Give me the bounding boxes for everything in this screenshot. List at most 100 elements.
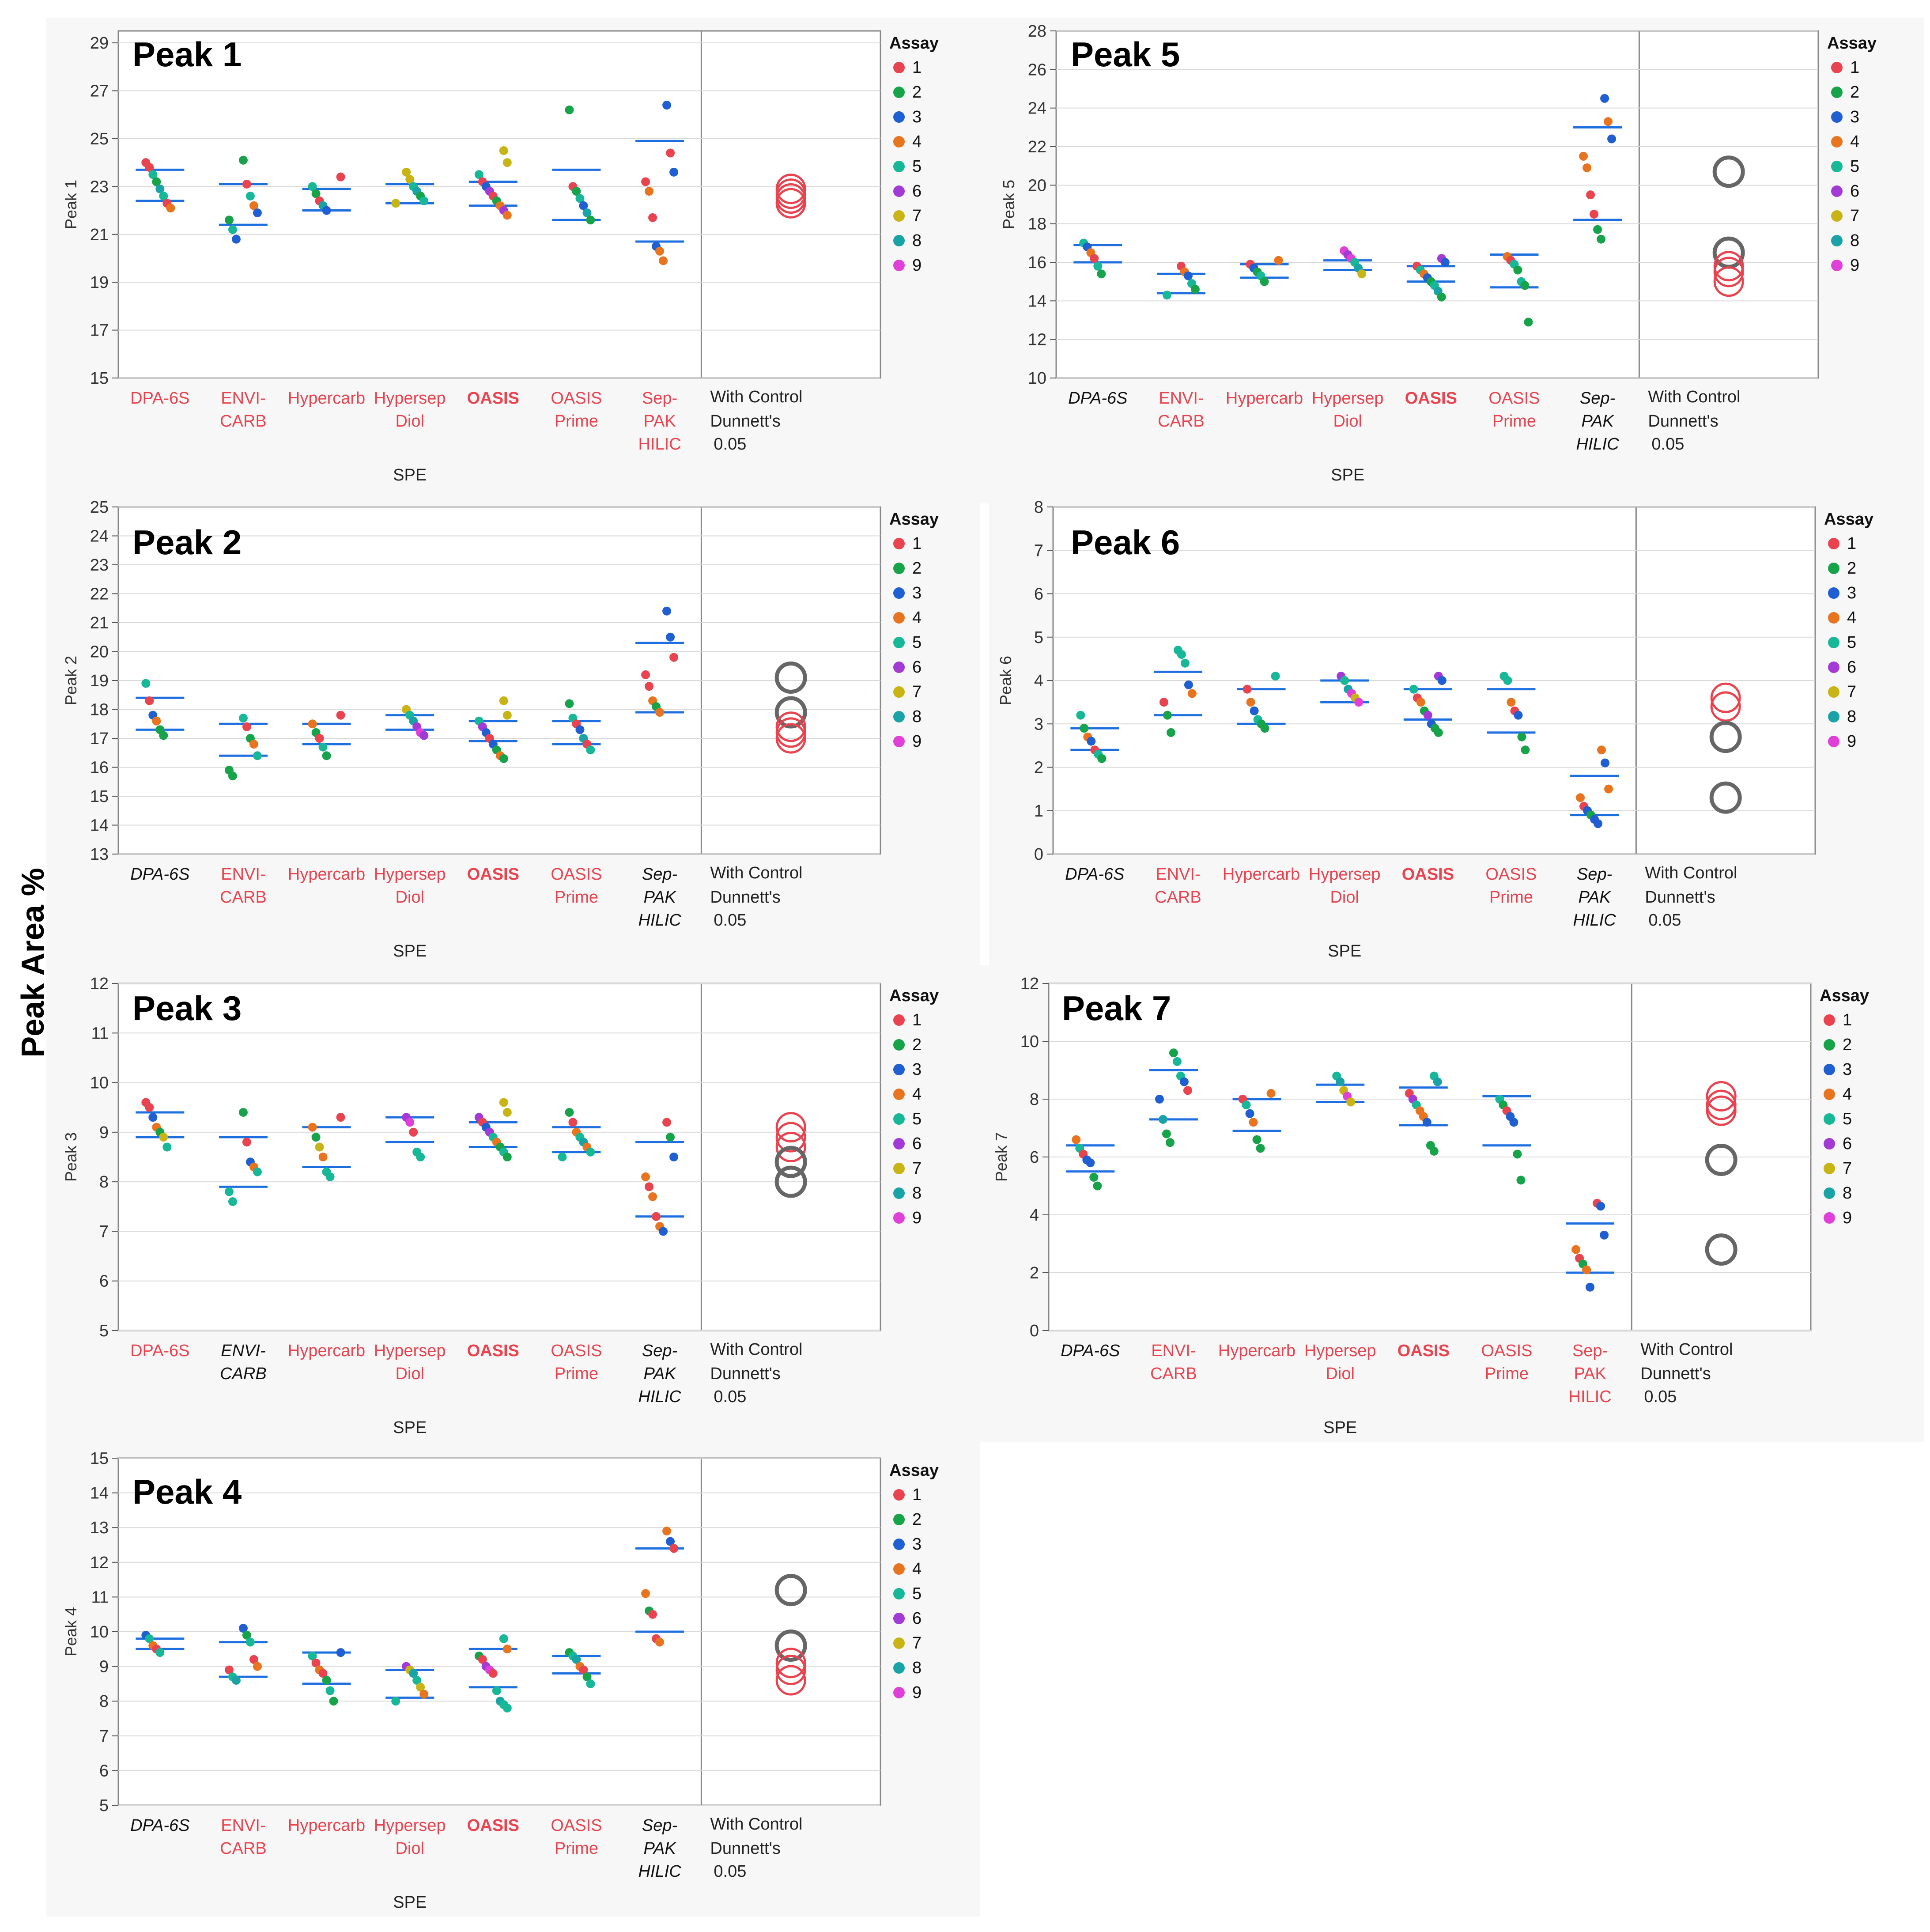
data-point bbox=[1604, 117, 1613, 126]
comparison-circle bbox=[1706, 1081, 1737, 1112]
compare-label-1: With Control bbox=[710, 1815, 802, 1834]
comparison-circle bbox=[774, 661, 807, 694]
y-tick-label: 18 bbox=[90, 701, 109, 719]
legend-title: Assay bbox=[889, 510, 939, 529]
legend-marker bbox=[1824, 1212, 1835, 1224]
data-point bbox=[492, 1686, 501, 1695]
legend-label: 6 bbox=[912, 182, 922, 200]
legend-marker bbox=[893, 87, 905, 98]
category-label: ENVI- bbox=[221, 1342, 265, 1360]
legend-marker bbox=[893, 1187, 905, 1199]
data-point bbox=[648, 1192, 657, 1201]
y-tick-label: 5 bbox=[1034, 628, 1043, 647]
y-tick-label: 23 bbox=[90, 178, 109, 196]
legend-marker bbox=[893, 563, 905, 574]
category-label: CARB bbox=[1158, 412, 1205, 431]
data-point bbox=[558, 1153, 567, 1161]
category-label: Diol bbox=[1333, 412, 1362, 431]
y-tick-label: 12 bbox=[1028, 331, 1046, 349]
data-point bbox=[502, 1153, 512, 1161]
data-point bbox=[231, 1676, 241, 1685]
data-point bbox=[253, 208, 262, 217]
category-label: DPA-6S bbox=[1061, 1342, 1120, 1360]
y-tick-label: 8 bbox=[1030, 1090, 1039, 1109]
legend-marker bbox=[893, 1489, 905, 1501]
data-point bbox=[308, 182, 317, 191]
data-point bbox=[1090, 254, 1099, 263]
y-tick-label: 18 bbox=[1028, 215, 1046, 234]
data-point bbox=[1520, 281, 1530, 290]
data-point bbox=[1607, 134, 1617, 144]
y-tick-label: 23 bbox=[90, 556, 109, 575]
data-point bbox=[1596, 1202, 1605, 1211]
data-point bbox=[1524, 318, 1533, 327]
category-label: OASIS bbox=[551, 1816, 602, 1835]
compare-label-2: Dunnett's bbox=[710, 412, 780, 431]
category-label: Sep- bbox=[642, 389, 677, 408]
category-label: OASIS bbox=[1397, 1342, 1450, 1360]
data-point bbox=[1579, 151, 1588, 161]
data-point bbox=[641, 1589, 650, 1598]
legend-marker bbox=[1831, 62, 1843, 73]
data-point bbox=[245, 192, 255, 201]
category-label: Sep- bbox=[1580, 389, 1615, 408]
data-point bbox=[409, 1669, 418, 1678]
y-tick-label: 15 bbox=[90, 787, 109, 806]
plot-frame bbox=[1055, 30, 1819, 379]
comparison-circle bbox=[775, 1122, 806, 1153]
data-point bbox=[1162, 291, 1171, 300]
data-point bbox=[1089, 1172, 1099, 1182]
data-point bbox=[669, 1153, 679, 1161]
category-label: Hypercarb bbox=[288, 1342, 365, 1360]
compare-label-3: 0.05 bbox=[714, 911, 746, 930]
y-tick-label: 14 bbox=[90, 817, 109, 835]
legend-label: 8 bbox=[1843, 1184, 1852, 1202]
legend-marker bbox=[1824, 1138, 1835, 1149]
legend-marker bbox=[893, 538, 905, 549]
comparison-circle bbox=[1713, 266, 1744, 297]
comparison-circle bbox=[774, 1574, 807, 1607]
y-tick-label: 12 bbox=[90, 1554, 109, 1572]
data-point bbox=[579, 201, 588, 210]
category-label: Prime bbox=[555, 1839, 598, 1858]
data-point bbox=[1513, 1149, 1522, 1159]
legend-label: 2 bbox=[1843, 1036, 1852, 1054]
legend-label: 7 bbox=[912, 683, 922, 701]
category-label: Diol bbox=[395, 1365, 424, 1383]
y-axis-label: Peak 1 bbox=[62, 180, 80, 229]
data-point bbox=[1509, 1118, 1518, 1127]
comparison-circle bbox=[1712, 155, 1745, 188]
legend-label: 1 bbox=[912, 1011, 922, 1029]
legend-marker bbox=[1831, 111, 1843, 123]
data-point bbox=[1582, 1265, 1591, 1274]
legend-label: 5 bbox=[1843, 1110, 1852, 1128]
category-label: OASIS bbox=[467, 1816, 519, 1835]
data-point bbox=[1076, 711, 1085, 720]
data-point bbox=[311, 1133, 321, 1142]
y-tick-label: 11 bbox=[91, 1588, 109, 1607]
comparison-circle bbox=[775, 723, 806, 754]
x-axis-label: SPE bbox=[393, 466, 427, 484]
legend-label: 1 bbox=[912, 534, 922, 553]
compare-label-2: Dunnett's bbox=[1645, 888, 1715, 907]
legend-marker bbox=[893, 1089, 905, 1100]
data-point bbox=[565, 105, 574, 114]
y-tick-label: 2 bbox=[1034, 759, 1043, 777]
data-point bbox=[1165, 1138, 1175, 1147]
data-point bbox=[1583, 163, 1592, 173]
legend-marker bbox=[1824, 1014, 1835, 1026]
legend-label: 8 bbox=[1850, 231, 1859, 250]
data-point bbox=[1158, 1115, 1167, 1124]
legend-label: 9 bbox=[1847, 732, 1856, 751]
data-point bbox=[502, 1703, 512, 1713]
compare-label-2: Dunnett's bbox=[1648, 412, 1718, 431]
legend-label: 9 bbox=[1843, 1209, 1852, 1227]
legend-marker bbox=[1831, 210, 1843, 222]
data-point bbox=[1256, 1144, 1265, 1153]
legend-label: 5 bbox=[912, 1584, 922, 1603]
data-point bbox=[1184, 680, 1193, 689]
legend-marker bbox=[893, 111, 905, 123]
